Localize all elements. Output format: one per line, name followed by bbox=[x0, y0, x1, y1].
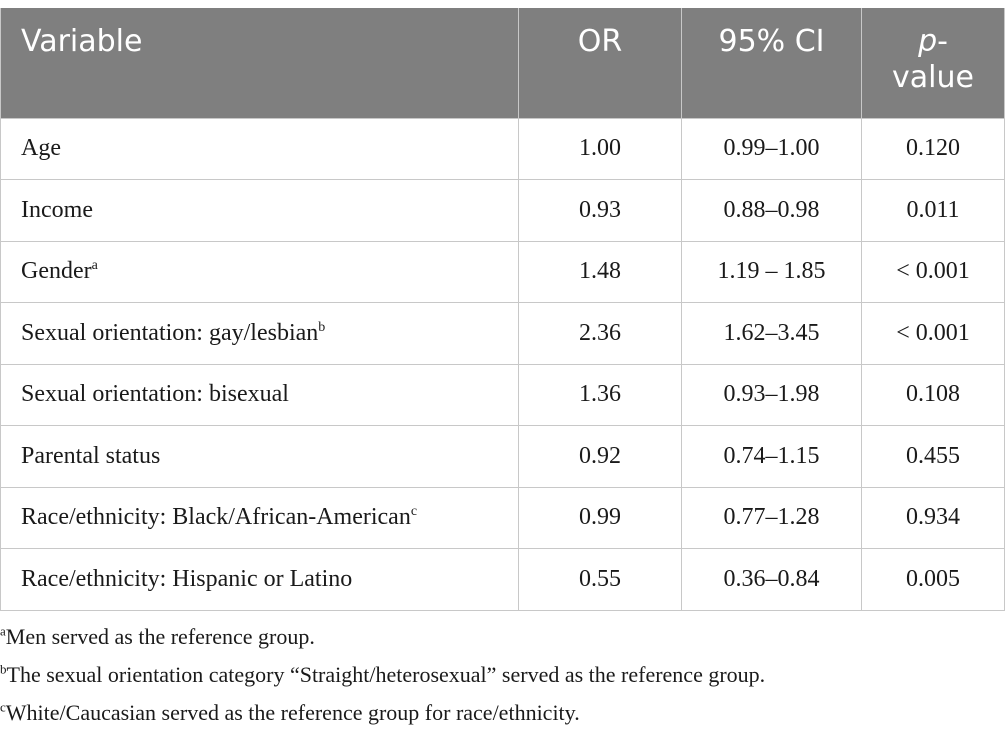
table-row: Gendera 1.48 1.19 – 1.85 < 0.001 bbox=[0, 240, 1005, 303]
cell-or: 0.92 bbox=[518, 425, 682, 488]
table-row: Parental status 0.92 0.74–1.15 0.455 bbox=[0, 425, 1005, 488]
cell-or: 2.36 bbox=[518, 302, 682, 365]
footnote-text: The sexual orientation category “Straigh… bbox=[6, 662, 766, 687]
cell-ci: 0.93–1.98 bbox=[681, 363, 862, 426]
cell-p: 0.108 bbox=[861, 363, 1005, 426]
table-row: Race/ethnicity: Hispanic or Latino 0.55 … bbox=[0, 548, 1005, 611]
cell-ci: 0.88–0.98 bbox=[681, 179, 862, 242]
header-p-line2: value bbox=[892, 60, 974, 95]
cell-or: 0.99 bbox=[518, 486, 682, 549]
cell-variable: Sexual orientation: gay/lesbianb bbox=[0, 302, 519, 365]
variable-label: Sexual orientation: gay/lesbian bbox=[21, 319, 319, 346]
variable-label: Gender bbox=[21, 258, 92, 285]
cell-variable: Gendera bbox=[0, 240, 519, 303]
results-table: Variable OR 95% CI p-value Age 1.00 0.99… bbox=[0, 8, 1005, 611]
table-row: Sexual orientation: gay/lesbianb 2.36 1.… bbox=[0, 302, 1005, 365]
cell-p: 0.934 bbox=[861, 486, 1005, 549]
footnote-text: White/Caucasian served as the reference … bbox=[5, 700, 580, 725]
footnote-marker: b bbox=[318, 319, 326, 335]
cell-or: 1.36 bbox=[518, 363, 682, 426]
cell-variable: Sexual orientation: bisexual bbox=[0, 363, 519, 426]
cell-ci: 0.77–1.28 bbox=[681, 486, 862, 549]
variable-label: Sexual orientation: bisexual bbox=[21, 381, 289, 408]
cell-p: 0.455 bbox=[861, 425, 1005, 488]
header-variable: Variable bbox=[0, 8, 519, 118]
cell-p: < 0.001 bbox=[861, 240, 1005, 303]
variable-label: Parental status bbox=[21, 442, 161, 469]
footnote-mark: a bbox=[0, 623, 6, 639]
variable-label: Race/ethnicity: Black/African-American bbox=[21, 504, 411, 531]
cell-p: 0.120 bbox=[861, 117, 1005, 180]
header-p-dash: - bbox=[937, 24, 948, 59]
header-ci: 95% CI bbox=[681, 8, 862, 118]
table-row: Age 1.00 0.99–1.00 0.120 bbox=[0, 117, 1005, 180]
header-p-letter: p bbox=[918, 24, 938, 59]
cell-variable: Age bbox=[0, 117, 519, 180]
cell-ci: 0.99–1.00 bbox=[681, 117, 862, 180]
cell-variable: Parental status bbox=[0, 425, 519, 488]
table-footnotes: aMen served as the reference group. bThe… bbox=[0, 618, 765, 732]
cell-or: 1.48 bbox=[518, 240, 682, 303]
cell-or: 0.55 bbox=[518, 548, 682, 611]
footnote-marker: a bbox=[91, 258, 98, 274]
cell-or: 1.00 bbox=[518, 117, 682, 180]
footnote-text: Men served as the reference group. bbox=[5, 624, 315, 649]
table-row: Sexual orientation: bisexual 1.36 0.93–1… bbox=[0, 363, 1005, 426]
footnote-a: aMen served as the reference group. bbox=[0, 618, 765, 656]
cell-variable: Income bbox=[0, 179, 519, 242]
table-row: Income 0.93 0.88–0.98 0.011 bbox=[0, 179, 1005, 242]
cell-ci: 0.74–1.15 bbox=[681, 425, 862, 488]
results-table-container: Variable OR 95% CI p-value Age 1.00 0.99… bbox=[0, 8, 1005, 611]
header-p-value: p-value bbox=[861, 8, 1005, 118]
cell-or: 0.93 bbox=[518, 179, 682, 242]
cell-p: < 0.001 bbox=[861, 302, 1005, 365]
variable-label: Race/ethnicity: Hispanic or Latino bbox=[21, 565, 353, 592]
footnote-mark: b bbox=[0, 661, 7, 677]
footnote-c: cWhite/Caucasian served as the reference… bbox=[0, 694, 765, 732]
footnote-mark: c bbox=[0, 699, 6, 715]
cell-p: 0.005 bbox=[861, 548, 1005, 611]
cell-ci: 1.62–3.45 bbox=[681, 302, 862, 365]
variable-label: Income bbox=[21, 196, 93, 223]
cell-variable: Race/ethnicity: Hispanic or Latino bbox=[0, 548, 519, 611]
footnote-b: bThe sexual orientation category “Straig… bbox=[0, 656, 765, 694]
variable-label: Age bbox=[21, 135, 61, 162]
table-header-row: Variable OR 95% CI p-value bbox=[0, 8, 1005, 118]
header-or: OR bbox=[518, 8, 682, 118]
cell-ci: 0.36–0.84 bbox=[681, 548, 862, 611]
table-row: Race/ethnicity: Black/African-Americanc … bbox=[0, 486, 1005, 549]
cell-variable: Race/ethnicity: Black/African-Americanc bbox=[0, 486, 519, 549]
cell-p: 0.011 bbox=[861, 179, 1005, 242]
cell-ci: 1.19 – 1.85 bbox=[681, 240, 862, 303]
footnote-marker: c bbox=[410, 504, 418, 520]
